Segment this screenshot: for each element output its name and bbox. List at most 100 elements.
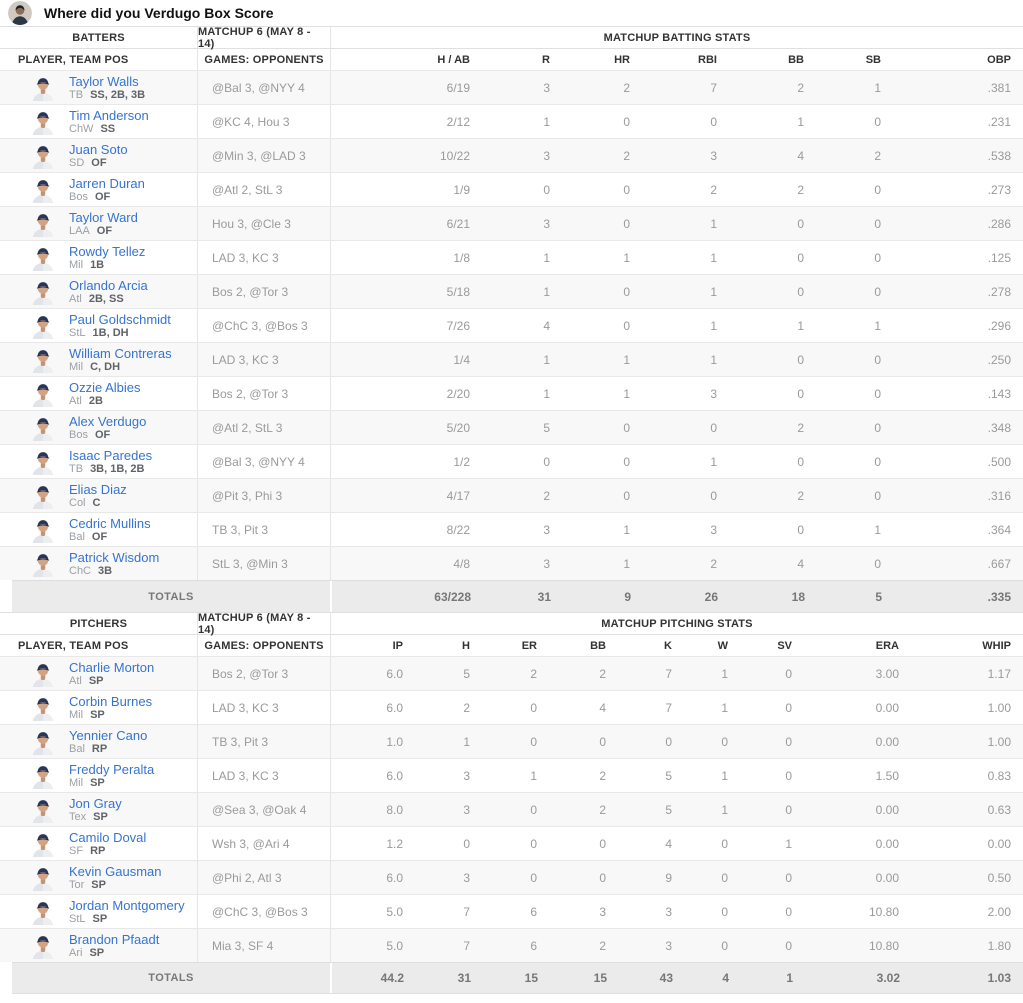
player-name-link[interactable]: Patrick Wisdom — [69, 549, 160, 565]
player-name-link[interactable]: Elias Diaz — [69, 481, 127, 497]
stat-value: 1/4 — [453, 352, 470, 367]
player-name-link[interactable]: Kevin Gausman — [69, 863, 162, 879]
player-name-link[interactable]: Orlando Arcia — [69, 277, 148, 293]
player-name-link[interactable]: Yennier Cano — [69, 727, 148, 743]
player-meta: Jon Gray Tex SP — [69, 796, 122, 824]
player-headshot-icon[interactable] — [30, 210, 56, 238]
player-name-link[interactable]: Jarren Duran — [69, 175, 145, 191]
games-opponents: Bos 2, @Tor 3 — [197, 275, 330, 308]
player-meta: Yennier Cano Bal RP — [69, 728, 147, 756]
player-headshot-icon[interactable] — [30, 830, 56, 858]
stat-cells: 6/21 3 0 1 0 0 .286 — [330, 207, 1023, 240]
player-headshot-icon[interactable] — [30, 864, 56, 892]
player-headshot-icon[interactable] — [30, 346, 56, 374]
games-opponents: LAD 3, KC 3 — [197, 343, 330, 376]
player-name-link[interactable]: Tim Anderson — [69, 107, 149, 123]
player-name-link[interactable]: Taylor Walls — [69, 73, 139, 89]
player-headshot-icon[interactable] — [30, 142, 56, 170]
player-headshot-icon[interactable] — [30, 448, 56, 476]
player-team-pos: Mil C, DH — [69, 361, 172, 374]
stat-value: 0 — [797, 352, 804, 367]
player-headshot-icon[interactable] — [30, 762, 56, 790]
player-meta: William Contreras Mil C, DH — [69, 346, 172, 374]
stat-value: 0 — [623, 488, 630, 503]
total-value: 26 — [704, 589, 718, 604]
player-headshot-icon[interactable] — [30, 516, 56, 544]
player-name-link[interactable]: Paul Goldschmidt — [69, 311, 171, 327]
player-headshot-icon[interactable] — [30, 482, 56, 510]
stat-value: 4 — [599, 700, 606, 715]
stat-value: 0 — [623, 216, 630, 231]
stat-cells: 2/12 1 0 0 1 0 .231 — [330, 105, 1023, 138]
player-cell: Patrick Wisdom ChC 3B — [0, 547, 197, 580]
player-name-link[interactable]: Juan Soto — [69, 141, 128, 157]
table-row: Alex Verdugo Bos OF @Atl 2, StL 3 5/20 5 0 0… — [0, 410, 1023, 444]
stat-cells: 5/18 1 0 1 0 0 .278 — [330, 275, 1023, 308]
player-name-link[interactable]: Jordan Montgomery — [69, 897, 185, 913]
stat-value: 1/2 — [453, 454, 470, 469]
player-name-link[interactable]: Corbin Burnes — [69, 693, 153, 709]
player-headshot-icon[interactable] — [30, 74, 56, 102]
player-headshot-icon[interactable] — [30, 796, 56, 824]
player-team: Bos — [69, 428, 88, 441]
table-row: Jarren Duran Bos OF @Atl 2, StL 3 1/9 0 0 2 2… — [0, 172, 1023, 206]
player-team: Tor — [69, 878, 85, 891]
player-team: Atl — [69, 292, 82, 305]
player-name-link[interactable]: Camilo Doval — [69, 829, 147, 845]
player-headshot-icon[interactable] — [30, 414, 56, 442]
player-headshot-icon[interactable] — [30, 278, 56, 306]
player-headshot-icon[interactable] — [30, 728, 56, 756]
player-name-link[interactable]: Isaac Paredes — [69, 447, 153, 463]
player-meta: Jordan Montgomery StL SP — [69, 898, 185, 926]
stat-value: 3 — [463, 802, 470, 817]
stat-value: 1 — [710, 454, 717, 469]
player-headshot-icon[interactable] — [30, 108, 56, 136]
stat-value: 2 — [623, 148, 630, 163]
player-name-link[interactable]: Cedric Mullins — [69, 515, 151, 531]
stat-value: 6.0 — [386, 666, 403, 681]
player-name-link[interactable]: Alex Verdugo — [69, 413, 147, 429]
player-headshot-icon[interactable] — [30, 244, 56, 272]
stat-value: 0 — [874, 454, 881, 469]
player-name-link[interactable]: Rowdy Tellez — [69, 243, 146, 259]
player-cell: Paul Goldschmidt StL 1B, DH — [0, 309, 197, 342]
player-name-link[interactable]: Ozzie Albies — [69, 379, 141, 395]
table-row: Corbin Burnes Mil SP LAD 3, KC 3 6.0 2 0 4 7 1… — [0, 690, 1023, 724]
stat-value: 0 — [530, 700, 537, 715]
player-name-link[interactable]: Taylor Ward — [69, 209, 138, 225]
player-meta: Taylor Walls TB SS, 2B, 3B — [69, 74, 145, 102]
player-name-link[interactable]: Charlie Morton — [69, 659, 155, 675]
stat-value: 0 — [623, 284, 630, 299]
stat-col-header: H — [462, 639, 470, 652]
player-headshot-icon[interactable] — [30, 660, 56, 688]
pitchers-table: PITCHERS MATCHUP 6 (MAY 8 - 14) MATCHUP … — [0, 612, 1023, 994]
player-headshot-icon[interactable] — [30, 312, 56, 340]
stat-value: 0.00 — [875, 700, 899, 715]
player-team-pos: LAA OF — [69, 225, 138, 238]
player-name-link[interactable]: William Contreras — [69, 345, 172, 361]
player-headshot-icon[interactable] — [30, 176, 56, 204]
stat-value: 0 — [785, 768, 792, 783]
player-meta: Orlando Arcia Atl 2B, SS — [69, 278, 148, 306]
player-headshot-icon[interactable] — [30, 694, 56, 722]
player-headshot-icon[interactable] — [30, 898, 56, 926]
player-name-link[interactable]: Freddy Peralta — [69, 761, 155, 777]
table-row: Elias Diaz Col C @Pit 3, Phi 3 4/17 2 0 0 2 0.… — [0, 478, 1023, 512]
player-team-pos: Tex SP — [69, 811, 122, 824]
player-headshot-icon[interactable] — [30, 932, 56, 960]
stat-value: 0 — [623, 318, 630, 333]
table-row: Taylor Walls TB SS, 2B, 3B @Bal 3, @NYY 4… — [0, 70, 1023, 104]
player-headshot-icon[interactable] — [30, 380, 56, 408]
player-team-pos: Ari SP — [69, 947, 159, 960]
player-positions: OF — [94, 190, 111, 203]
stat-value: 1.00 — [987, 700, 1011, 715]
player-headshot-icon[interactable] — [30, 550, 56, 578]
games-opponents: @Bal 3, @NYY 4 — [197, 71, 330, 104]
stat-value: 0 — [710, 114, 717, 129]
stat-value: .381 — [987, 80, 1011, 95]
stat-value: .296 — [987, 318, 1011, 333]
player-team-pos: TB 3B, 1B, 2B — [69, 463, 152, 476]
stat-value: 4 — [797, 556, 804, 571]
player-name-link[interactable]: Brandon Pfaadt — [69, 931, 160, 947]
player-name-link[interactable]: Jon Gray — [69, 795, 122, 811]
